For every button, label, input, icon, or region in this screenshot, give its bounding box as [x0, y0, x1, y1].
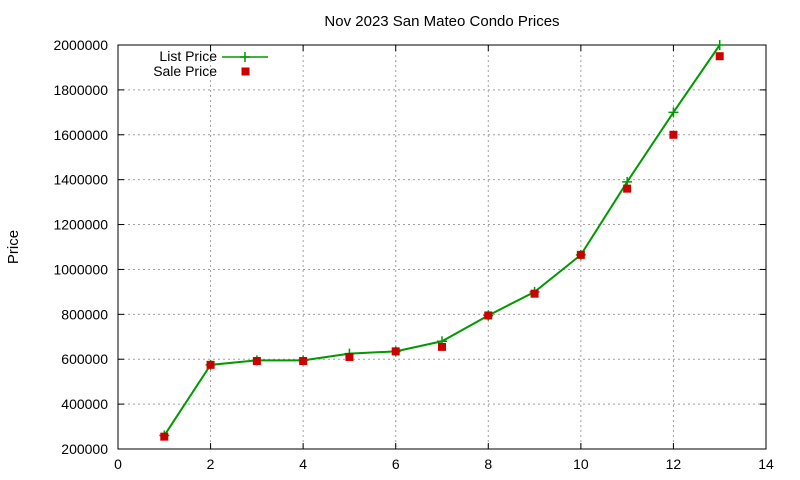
x-tick-label: 8	[484, 456, 492, 472]
data-point-sale-price	[206, 360, 215, 369]
y-axis-ticks: 200000 400000 600000 800000 1000000 1200000 14…	[53, 37, 766, 457]
y-tick-label: 800000	[61, 306, 108, 322]
x-tick-label: 4	[299, 456, 307, 472]
chart-title: Nov 2023 San Mateo Condo Prices	[324, 13, 559, 30]
data-point-sale-price	[252, 357, 261, 366]
x-tick-label: 10	[573, 456, 589, 472]
legend: List Price Sale Price	[153, 48, 268, 79]
y-tick-label: 1200000	[53, 217, 108, 233]
x-tick-label: 6	[392, 456, 400, 472]
x-tick-label: 12	[666, 456, 682, 472]
x-tick-label: 2	[207, 456, 215, 472]
data-point-list-price	[714, 40, 725, 50]
y-tick-label: 600000	[61, 351, 108, 367]
data-point-list-price	[668, 107, 679, 118]
x-tick-label: 0	[114, 456, 122, 472]
x-axis-ticks: 0 2 4 6 8 10 12 14	[114, 45, 774, 472]
y-tick-label: 1000000	[53, 261, 108, 277]
data-point-sale-price	[715, 52, 724, 61]
series	[159, 40, 725, 441]
series-line-list-price	[163, 44, 721, 437]
data-point-sale-price	[438, 342, 446, 351]
legend-marker-sale-price	[241, 67, 250, 76]
data-point-sale-price	[530, 289, 539, 298]
grid	[118, 45, 766, 449]
y-tick-label: 200000	[61, 441, 108, 457]
data-point-sale-price	[576, 250, 585, 259]
data-point-sale-price	[623, 184, 632, 193]
y-tick-label: 2000000	[53, 37, 108, 53]
x-tick-label: 14	[758, 456, 774, 472]
data-point-sale-price	[345, 352, 354, 361]
y-tick-label: 1800000	[53, 82, 108, 98]
data-point-sale-price	[669, 130, 678, 139]
data-point-sale-price	[484, 311, 493, 320]
plot-frame	[117, 44, 767, 450]
legend-label-list-price: List Price	[159, 48, 217, 64]
legend-marker-list-price	[240, 52, 250, 62]
legend-label-sale-price: Sale Price	[153, 63, 217, 79]
data-point-sale-price	[160, 432, 169, 441]
data-point-sale-price	[299, 357, 308, 366]
y-tick-label: 1400000	[53, 172, 108, 188]
y-tick-label: 400000	[61, 396, 108, 412]
y-tick-label: 1600000	[53, 127, 108, 143]
y-axis-label: Price	[5, 230, 22, 264]
data-point-sale-price	[391, 347, 400, 356]
